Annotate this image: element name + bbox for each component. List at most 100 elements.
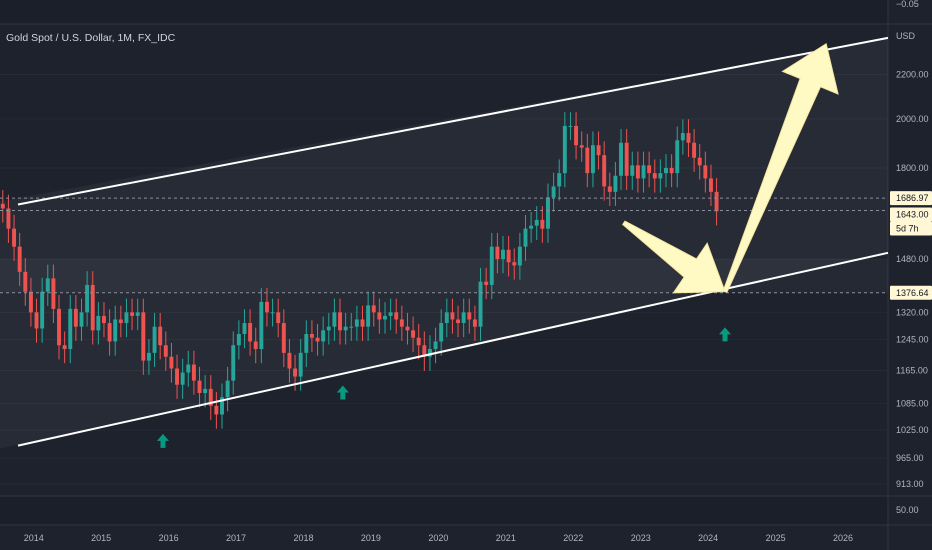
candle-body bbox=[439, 323, 444, 342]
y-tick-label: 1025.00 bbox=[896, 425, 929, 435]
candle-body bbox=[557, 173, 562, 187]
channel-lower-line bbox=[17, 251, 889, 447]
price-label-lower: 1376.64 bbox=[896, 288, 929, 298]
candle-body bbox=[697, 157, 702, 166]
candle-body bbox=[102, 315, 106, 324]
candle-body bbox=[304, 334, 309, 353]
countdown-label-bg bbox=[890, 221, 932, 236]
x-tick-label: 2024 bbox=[698, 533, 718, 543]
channel-fill bbox=[0, 37, 888, 449]
candle-body bbox=[613, 175, 618, 192]
x-tick-label: 2015 bbox=[91, 533, 111, 543]
support-marker-icon bbox=[719, 327, 732, 342]
candle-body bbox=[360, 319, 365, 327]
candle-body bbox=[281, 323, 286, 353]
candle-body bbox=[658, 173, 663, 179]
candle-body bbox=[366, 305, 371, 327]
candle-body bbox=[383, 315, 387, 320]
candle-body bbox=[478, 281, 483, 327]
candle-body bbox=[332, 312, 337, 327]
candle-body bbox=[495, 246, 500, 260]
x-tick-label: 2022 bbox=[563, 533, 583, 543]
candle-body bbox=[321, 330, 326, 342]
candle-body bbox=[416, 337, 421, 346]
candle-body bbox=[242, 323, 247, 335]
candle-body bbox=[45, 278, 50, 292]
support-marker-icon bbox=[336, 385, 349, 400]
x-tick-label: 2019 bbox=[361, 533, 381, 543]
candle-body bbox=[141, 312, 146, 361]
candle-body bbox=[641, 165, 646, 179]
axis-layer: 2200.00 2000.00 1800.00 1480.00 1320.00 1245.… bbox=[24, 0, 932, 543]
x-tick-label: 2021 bbox=[496, 533, 516, 543]
candle-body bbox=[574, 125, 579, 146]
candle-body bbox=[135, 312, 140, 316]
y-tick-label: 1480.00 bbox=[896, 254, 929, 264]
candle-body bbox=[472, 319, 477, 327]
candle-body bbox=[512, 262, 517, 266]
x-tick-label: 2014 bbox=[24, 533, 44, 543]
candle-body bbox=[399, 319, 404, 327]
channel-upper-line bbox=[17, 36, 889, 206]
candle-body bbox=[276, 312, 281, 324]
candle-body bbox=[175, 368, 180, 385]
candle-body bbox=[68, 308, 73, 350]
candle-body bbox=[630, 165, 635, 176]
candle-body bbox=[506, 249, 511, 263]
candle-body bbox=[405, 326, 410, 331]
candle-body bbox=[354, 319, 359, 327]
candle-body bbox=[680, 133, 685, 141]
y-axis-currency: USD bbox=[896, 31, 916, 41]
candle-body bbox=[113, 319, 118, 342]
candle-body bbox=[225, 380, 230, 398]
x-tick-label: 2026 bbox=[833, 533, 853, 543]
candle-body bbox=[12, 228, 17, 247]
candle-body bbox=[85, 284, 90, 313]
candle-body bbox=[596, 145, 601, 156]
candle-body bbox=[57, 308, 61, 346]
candle-body bbox=[489, 246, 494, 285]
candle-body bbox=[208, 388, 213, 406]
candle-body bbox=[253, 341, 258, 350]
candle-body bbox=[619, 142, 624, 176]
candle-body bbox=[467, 312, 472, 320]
candle-body bbox=[0, 203, 5, 209]
y-tick-label: 1320.00 bbox=[896, 307, 929, 317]
candle-body bbox=[546, 197, 550, 229]
candle-body bbox=[714, 191, 719, 212]
top-panel bbox=[0, 0, 888, 24]
candle-body bbox=[186, 364, 191, 373]
x-tick-label: 2023 bbox=[631, 533, 651, 543]
candle-body bbox=[422, 345, 427, 357]
candle-body bbox=[377, 312, 382, 320]
candle-body bbox=[17, 246, 22, 272]
candle-body bbox=[579, 145, 584, 148]
y-tick-label: 2200.00 bbox=[896, 70, 929, 80]
candle-body bbox=[118, 319, 123, 324]
y-tick-label: 913.00 bbox=[896, 479, 924, 489]
candle-body bbox=[607, 186, 612, 192]
candle-body bbox=[220, 397, 224, 415]
candle-body bbox=[343, 326, 348, 331]
candle-body bbox=[692, 142, 697, 158]
countdown-label: 5d 7h bbox=[896, 223, 919, 233]
candle-body bbox=[585, 147, 590, 174]
candle-body bbox=[191, 364, 196, 381]
candle-body bbox=[444, 312, 449, 324]
candle-body bbox=[298, 352, 303, 377]
candle-body bbox=[411, 330, 416, 338]
x-tick-label: 2025 bbox=[766, 533, 786, 543]
candle-body bbox=[456, 319, 461, 324]
x-tick-label: 2017 bbox=[226, 533, 246, 543]
candle-body bbox=[23, 271, 28, 292]
candle-body bbox=[349, 326, 354, 328]
forecast-arrow-up bbox=[722, 43, 839, 294]
candle-body bbox=[6, 208, 11, 229]
candle-body bbox=[501, 249, 505, 260]
overlay-layer bbox=[0, 36, 889, 448]
candle-body bbox=[523, 228, 528, 247]
plot-layer bbox=[0, 37, 888, 485]
candle-body bbox=[703, 165, 708, 179]
y-tick-label: 1245.00 bbox=[896, 335, 929, 345]
